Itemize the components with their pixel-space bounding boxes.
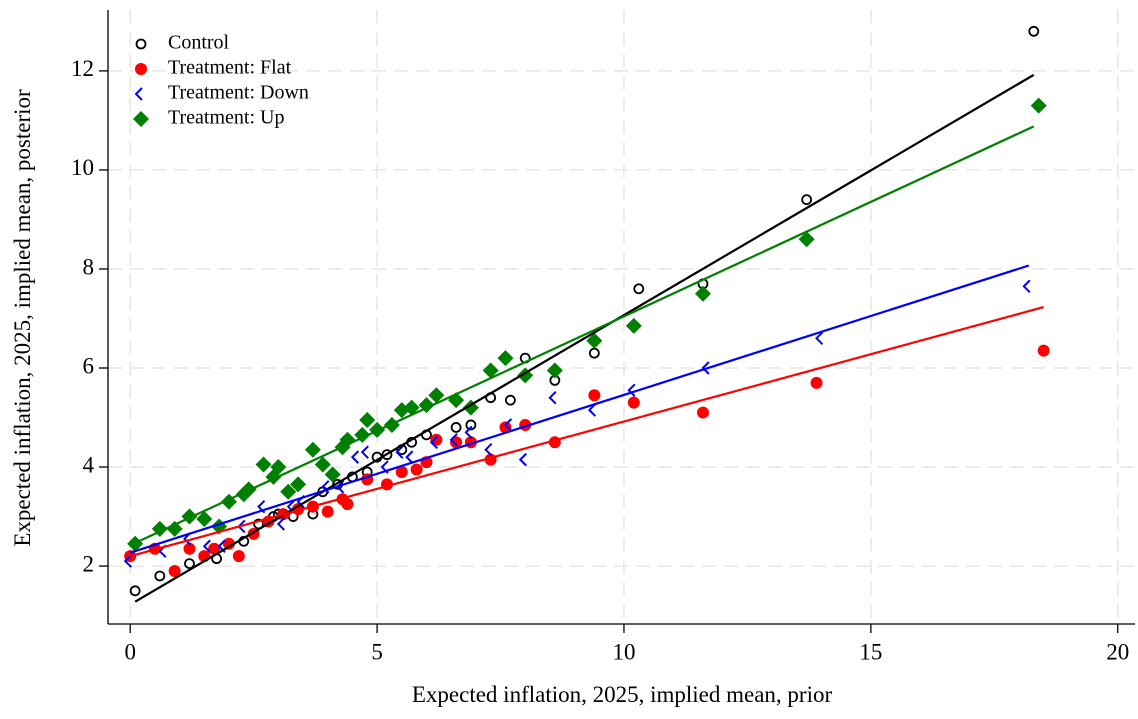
point xyxy=(815,331,824,345)
point xyxy=(586,332,603,349)
point xyxy=(627,383,636,397)
point xyxy=(518,452,527,467)
point xyxy=(505,394,516,406)
x-tick-label: 5 xyxy=(371,639,383,664)
point xyxy=(1022,279,1031,294)
point xyxy=(403,399,420,416)
y-tick-label: 10 xyxy=(71,155,94,180)
point xyxy=(1028,25,1040,37)
point xyxy=(255,456,272,473)
point xyxy=(405,450,414,464)
point xyxy=(450,436,463,449)
point xyxy=(232,550,245,563)
point xyxy=(360,445,369,459)
point xyxy=(627,396,640,409)
point xyxy=(798,231,815,248)
legend-label: Treatment: Flat xyxy=(168,57,292,79)
point xyxy=(701,361,710,375)
point xyxy=(154,570,166,582)
point xyxy=(181,508,198,525)
point xyxy=(222,537,235,550)
legend-label: Treatment: Up xyxy=(168,107,284,129)
point xyxy=(633,283,645,295)
point xyxy=(196,511,213,528)
point xyxy=(694,285,711,302)
x-tick-label: 20 xyxy=(1106,639,1129,664)
fit-line xyxy=(129,125,1035,547)
point xyxy=(428,387,445,404)
fit-line xyxy=(129,306,1044,558)
fit-line xyxy=(134,73,1035,603)
point xyxy=(588,389,601,402)
point xyxy=(202,539,211,553)
point xyxy=(184,558,195,569)
point xyxy=(546,362,563,379)
legend-marker xyxy=(135,38,147,50)
y-tick-label: 12 xyxy=(71,56,94,81)
point xyxy=(280,483,297,500)
point xyxy=(801,194,813,206)
point xyxy=(341,498,354,511)
point xyxy=(290,476,307,493)
point xyxy=(497,350,514,367)
point xyxy=(304,441,321,458)
point xyxy=(464,425,473,440)
point xyxy=(123,554,132,568)
y-tick-label: 2 xyxy=(83,551,95,576)
point xyxy=(696,406,709,419)
point xyxy=(166,520,183,537)
y-tick-label: 6 xyxy=(83,353,95,378)
y-axis-title: Expected inflation, 2025, implied mean, … xyxy=(10,89,35,547)
legend-marker xyxy=(134,87,143,101)
y-tick-label: 4 xyxy=(83,452,95,477)
x-tick-label: 0 xyxy=(124,639,136,664)
point xyxy=(548,391,557,405)
point xyxy=(168,565,181,578)
legend-marker xyxy=(133,111,149,127)
point xyxy=(395,465,408,478)
point xyxy=(1030,97,1047,114)
point xyxy=(503,418,513,432)
point xyxy=(276,517,285,531)
x-axis-title: Expected inflation, 2025, implied mean, … xyxy=(412,682,833,707)
point xyxy=(810,376,823,389)
point xyxy=(381,449,393,461)
point xyxy=(429,435,439,449)
point xyxy=(482,362,499,379)
point xyxy=(183,542,196,555)
point xyxy=(625,317,642,334)
x-tick-label: 15 xyxy=(859,639,882,664)
legend-label: Control xyxy=(168,32,230,54)
point xyxy=(324,466,341,483)
point xyxy=(588,347,600,359)
fit-line xyxy=(129,264,1030,554)
x-tick-label: 10 xyxy=(612,639,635,664)
point xyxy=(450,422,462,433)
point xyxy=(587,403,597,417)
legend-marker xyxy=(135,63,147,75)
point xyxy=(314,456,331,473)
point xyxy=(465,419,477,431)
legend-label: Treatment: Down xyxy=(168,82,309,104)
point xyxy=(484,442,493,457)
point xyxy=(1037,344,1050,357)
point xyxy=(449,433,458,447)
point xyxy=(350,450,360,464)
point xyxy=(499,421,512,434)
point xyxy=(359,411,376,428)
point xyxy=(270,459,287,476)
y-tick-label: 8 xyxy=(83,254,95,279)
point xyxy=(208,542,221,555)
point xyxy=(321,505,334,518)
point xyxy=(129,585,141,597)
point xyxy=(410,463,423,476)
point xyxy=(430,433,443,446)
point xyxy=(395,445,404,459)
